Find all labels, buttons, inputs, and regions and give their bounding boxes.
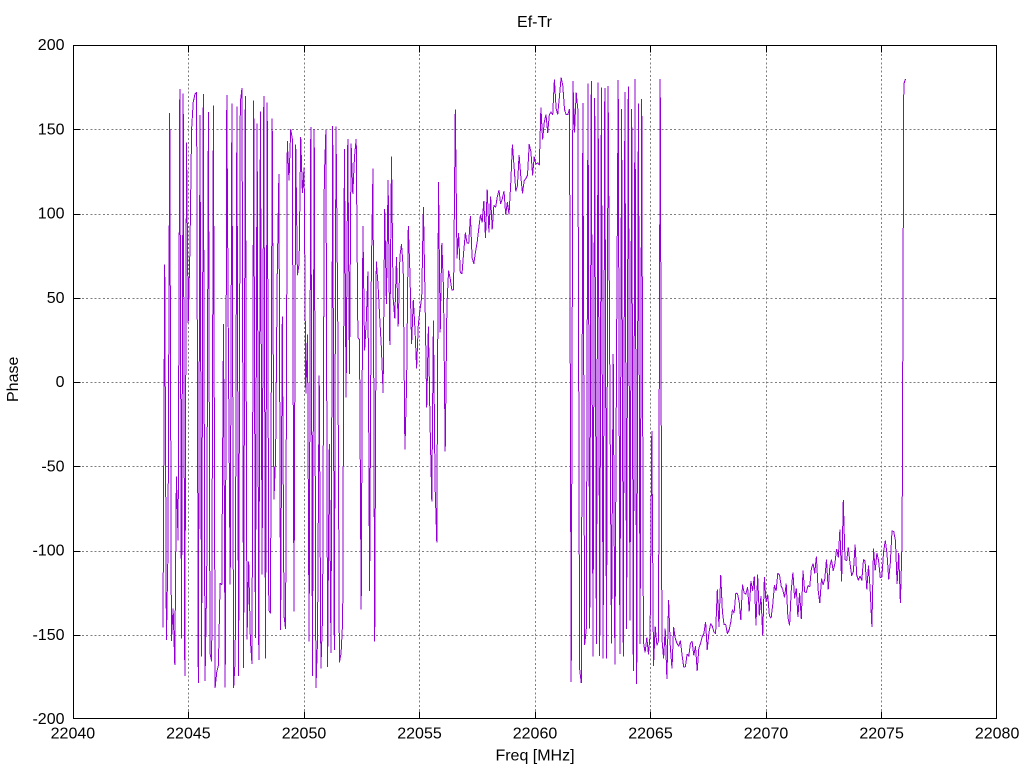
svg-text:-50: -50	[41, 458, 64, 475]
svg-text:100: 100	[38, 206, 65, 223]
svg-text:22075: 22075	[859, 725, 904, 742]
svg-text:-100: -100	[32, 543, 64, 560]
svg-text:22045: 22045	[166, 725, 211, 742]
svg-text:22070: 22070	[744, 725, 789, 742]
svg-text:200: 200	[38, 37, 65, 54]
svg-text:-200: -200	[32, 711, 64, 728]
svg-text:22060: 22060	[513, 725, 558, 742]
svg-text:Freq [MHz]: Freq [MHz]	[495, 747, 574, 764]
svg-text:22065: 22065	[628, 725, 673, 742]
svg-text:Ef-Tr: Ef-Tr	[517, 14, 553, 31]
svg-text:22040: 22040	[51, 725, 96, 742]
svg-text:50: 50	[47, 290, 65, 307]
svg-text:22050: 22050	[282, 725, 327, 742]
svg-text:0: 0	[56, 374, 65, 391]
svg-text:150: 150	[38, 121, 65, 138]
svg-text:22055: 22055	[397, 725, 442, 742]
svg-text:22080: 22080	[975, 725, 1020, 742]
svg-text:Phase: Phase	[5, 357, 22, 402]
svg-text:-150: -150	[32, 627, 64, 644]
